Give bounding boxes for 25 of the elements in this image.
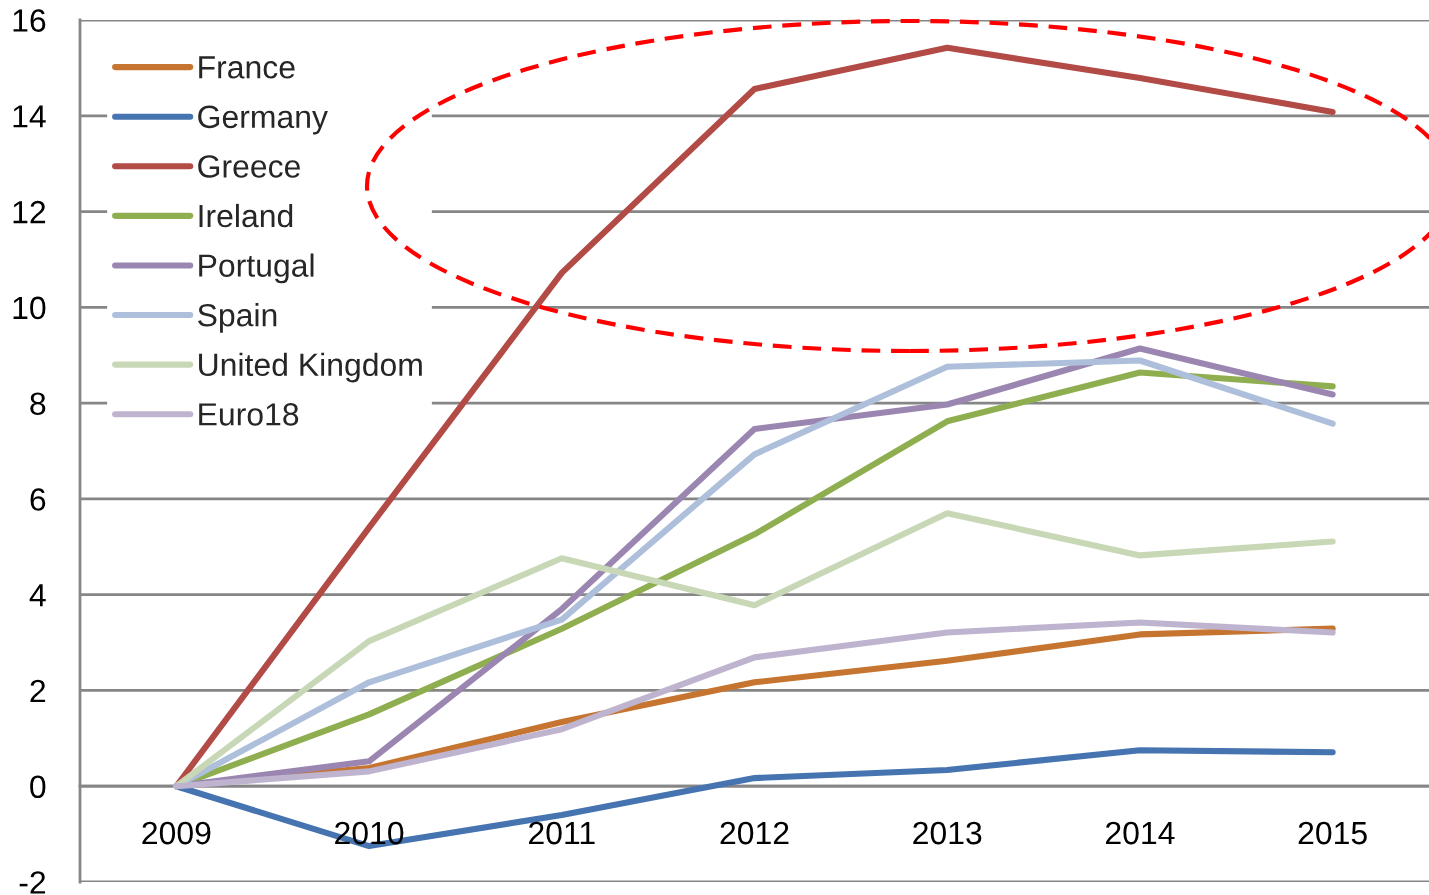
legend-label: Euro18 (199, 403, 299, 426)
y-tick-label: 14 (13, 105, 46, 128)
legend-label: France (199, 56, 295, 79)
legend-label: Portugal (199, 253, 314, 284)
legend-label: Germany (198, 105, 328, 135)
legend-label: United Kingdom (199, 352, 422, 383)
x-tick-label: 2010 (335, 821, 404, 845)
legend-label: Greece (198, 155, 300, 178)
y-tick-label: 2 (30, 679, 46, 703)
y-tick-label: 10 (13, 296, 46, 320)
y-tick-label: 8 (30, 392, 46, 415)
legend-label: Ireland (199, 203, 293, 228)
y-tick-label: 16 (13, 9, 46, 32)
x-tick-label: 2014 (1106, 821, 1175, 845)
x-tick-label: 2013 (913, 821, 982, 845)
legend-label: Spain (198, 303, 277, 333)
y-tick-label: 4 (29, 584, 46, 607)
y-tick-label: 12 (13, 200, 46, 224)
y-tick-label: 0 (30, 775, 46, 799)
y-tick-label: -2 (19, 871, 46, 894)
x-tick-label: 2015 (1298, 821, 1367, 845)
x-tick-label: 2012 (720, 821, 789, 845)
y-tick-label: 6 (30, 488, 46, 511)
x-tick-label: 2009 (142, 821, 211, 845)
x-tick-label: 2011 (529, 821, 595, 845)
